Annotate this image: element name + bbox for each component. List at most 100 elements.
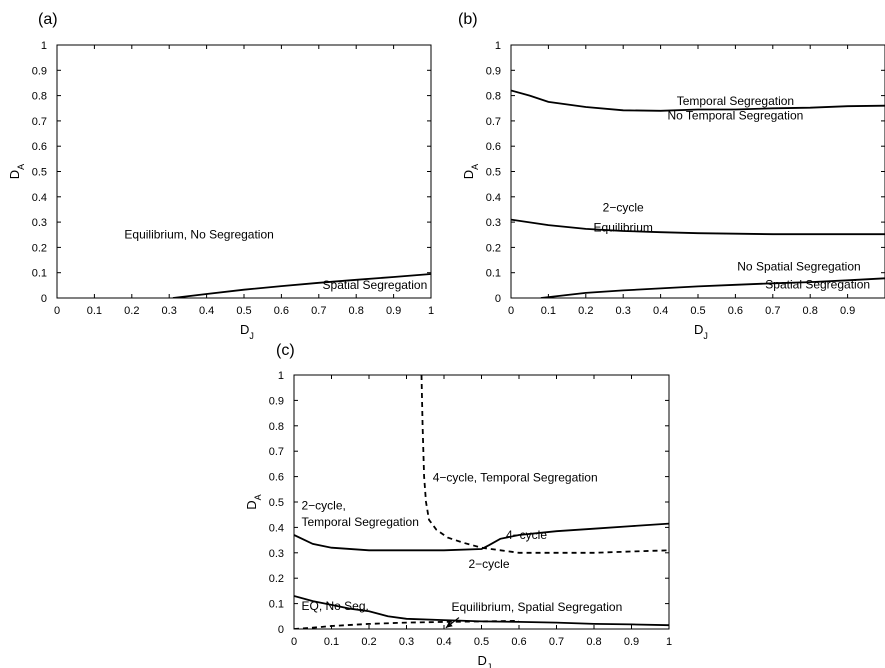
x-tick-label: 0.8 [803,305,818,317]
panel-c: (c) 0 0.1 0.2 0.3 0.4 0.5 0.6 0.7 0.8 0.9 1 0 0.1 0.2… [244,342,672,668]
y-tick-label: 0.1 [486,268,501,280]
series-line-3 [294,595,669,627]
x-tick-label: 0.1 [324,636,339,648]
series-line-1 [511,89,885,112]
x-axis-label-subscript: J [703,331,708,341]
x-tick-label: 0.9 [624,636,639,648]
region-label: Spatial Segregation [323,278,428,292]
y-tick-label: 0.5 [269,497,284,509]
x-tick-label: 0 [291,636,297,648]
y-tick-label: 0 [495,293,501,305]
x-tick-label: 0.6 [728,305,743,317]
y-tick-label: 0.8 [486,91,501,103]
y-tick-label: 0.6 [32,141,47,153]
x-axis-label: DJ [694,322,708,341]
x-tick-label: 0.2 [361,636,376,648]
y-tick-label: 0.5 [486,167,501,179]
x-tick-label: 0.7 [765,305,780,317]
x-tick-label: 0.2 [124,305,139,317]
annotation-arrowhead [445,621,453,628]
x-tick-label: 1 [428,305,434,317]
x-axis-label: DJ [478,653,492,668]
x-tick-label: 0.1 [541,305,556,317]
region-label: Equilibrium, Spatial Segregation [452,600,623,614]
x-tick-label: 0 [508,305,514,317]
y-tick-label: 0.9 [32,65,47,77]
x-tick-label: 0.9 [386,305,401,317]
panel-label-b: (b) [458,11,478,28]
y-axis-label-subscript: A [470,164,480,170]
y-tick-label: 0.2 [32,242,47,254]
y-axis-label: DA [461,164,480,179]
x-axis-label: DJ [240,322,254,341]
panel-label-c: (c) [276,342,295,359]
y-tick-label: 0.3 [32,217,47,229]
region-label: No Temporal Segregation [667,109,803,123]
y-axis-label-main: D [244,500,259,509]
x-axis-label-subscript: J [249,331,254,341]
region-label: Temporal Segregation [677,94,794,108]
series-line-2 [511,218,885,236]
y-tick-label: 0.6 [486,141,501,153]
y-tick-label: 0.4 [269,522,284,534]
region-label: 4−cycle, Temporal Segregation [433,471,598,485]
x-tick-label: 0.1 [87,305,102,317]
x-tick-label: 0.3 [399,636,414,648]
y-tick-label: 0.4 [32,192,47,204]
y-tick-label: 0.7 [486,116,501,128]
plot-frame [293,374,670,630]
y-axis-label-main: D [461,170,476,179]
x-tick-label: 0.6 [274,305,289,317]
x-axis-label-main: D [478,653,487,668]
x-tick-label: 1 [666,636,672,648]
y-tick-label: 0.7 [32,116,47,128]
x-tick-label: 0 [54,305,60,317]
y-tick-label: 0.4 [486,192,501,204]
y-axis-label: DA [244,494,263,509]
region-label: EQ, No Seg. [302,599,369,613]
y-tick-label: 1 [41,40,47,52]
panel-a: (a) 0 0.1 0.2 0.3 0.4 0.5 0.6 0.7 0.8 0.9 1 0 0.1 0.2… [7,11,434,341]
y-axis-label-subscript: A [16,164,26,170]
x-tick-label: 0.4 [436,636,451,648]
region-label: Spatial Segregation [765,277,870,291]
x-tick-label: 0.8 [349,305,364,317]
x-tick-label: 0.6 [511,636,526,648]
series-line-4 [294,620,520,629]
y-tick-label: 0.1 [269,599,284,611]
region-label: 2−cycle [603,200,644,214]
y-tick-label: 0.8 [269,421,284,433]
y-tick-label: 0.3 [486,217,501,229]
x-axis-label-main: D [240,322,249,337]
series-line-3 [540,277,885,298]
y-tick-label: 0 [41,293,47,305]
series-line-1 [172,273,431,298]
y-axis-label-subscript: A [253,494,263,500]
x-tick-label: 0.4 [199,305,214,317]
y-tick-label: 0.1 [32,268,47,280]
y-tick-label: 0.5 [32,167,47,179]
x-tick-label: 0.7 [311,305,326,317]
region-label: 2−cycle, [302,499,346,513]
x-axis-label-subscript: J [487,662,492,668]
region-label: 2−cycle [468,557,509,571]
y-tick-label: 1 [495,40,501,52]
x-tick-label: 0.5 [236,305,251,317]
region-label: Temporal Segregation [302,515,419,529]
x-tick-label: 0.8 [586,636,601,648]
x-tick-label: 0.5 [474,636,489,648]
x-tick-label: 0.5 [690,305,705,317]
plot-frame [56,44,432,299]
y-tick-label: 0 [278,624,284,636]
region-label: Equilibrium [594,221,653,235]
panel-label-a: (a) [38,11,58,28]
x-axis-label-main: D [694,322,703,337]
y-tick-label: 0.9 [269,395,284,407]
y-tick-label: 0.8 [32,91,47,103]
y-tick-label: 0.2 [269,573,284,585]
x-tick-label: 0.3 [162,305,177,317]
y-tick-label: 1 [278,370,284,382]
x-tick-label: 0.3 [616,305,631,317]
x-tick-label: 0.7 [549,636,564,648]
